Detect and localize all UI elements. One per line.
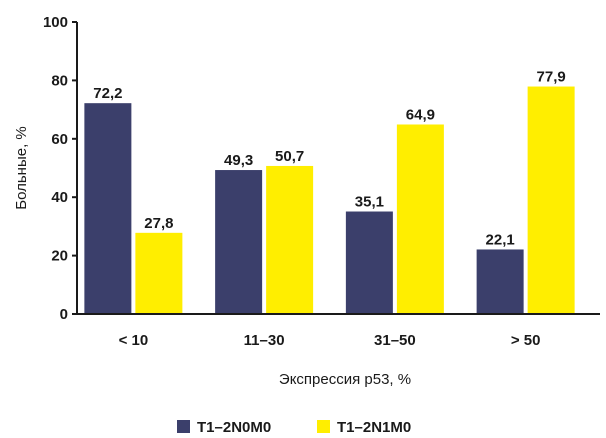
bar-t1-2n0m0 [84,103,132,315]
legend: T1–2N0M0 T1–2N1M0 [177,419,411,436]
data-label: 50,7 [275,148,304,165]
bar-t1-2n1m0 [396,124,444,314]
y-tick-label: 80 [51,72,68,89]
y-tick-label: 100 [43,14,68,31]
bar-t1-2n0m0 [345,211,393,314]
data-label: 27,8 [144,215,173,232]
data-label: 64,9 [406,106,435,123]
x-axis-ticks: < 10 11–30 31–50 > 50 [119,332,541,349]
data-labels: 72,2 27,8 49,3 50,7 35,1 64,9 22,1 77,9 [93,69,565,249]
bar-t1-2n0m0 [476,249,524,314]
x-tick-label: < 10 [119,332,149,349]
legend-swatch-t1-2n1m0 [317,420,330,433]
bar-t1-2n1m0 [135,232,183,314]
legend-swatch-t1-2n0m0 [177,420,190,433]
x-tick-label: 31–50 [374,332,416,349]
legend-label-t1-2n0m0: T1–2N0M0 [197,419,271,436]
bar-t1-2n0m0 [215,170,263,314]
y-tick-label: 0 [60,306,68,323]
y-tick-label: 60 [51,131,68,148]
bar-t1-2n1m0 [266,165,314,314]
data-label: 22,1 [486,231,515,248]
data-label: 49,3 [224,152,253,169]
data-label: 72,2 [93,85,122,102]
bars [84,86,575,315]
legend-label-t1-2n1m0: T1–2N1M0 [337,419,411,436]
x-axis-title: Экспрессия p53, % [279,371,411,388]
bar-t1-2n1m0 [527,86,575,314]
y-tick-label: 40 [51,189,68,206]
data-label: 35,1 [355,194,384,211]
y-tick-label: 20 [51,248,68,265]
data-label: 77,9 [537,69,566,86]
x-tick-label: 11–30 [244,332,285,349]
y-axis-title: Больные, % [13,126,30,210]
y-axis-ticks: 0 20 40 60 80 100 [43,14,77,323]
x-tick-label: > 50 [511,332,541,349]
